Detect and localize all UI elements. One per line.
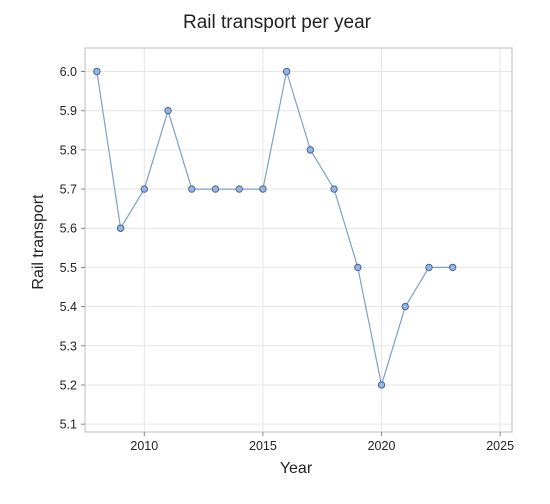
data-point bbox=[259, 185, 267, 193]
data-point bbox=[377, 381, 386, 389]
data-point bbox=[306, 146, 315, 154]
y-tick-label: 6.0 bbox=[60, 65, 77, 79]
y-tick-label: 5.6 bbox=[60, 222, 77, 236]
chart-title: Rail transport per year bbox=[183, 12, 372, 33]
y-tick-label: 5.3 bbox=[60, 339, 77, 353]
y-tick-label: 5.4 bbox=[60, 300, 77, 314]
data-point bbox=[188, 185, 196, 193]
y-axis-label: Rail transport bbox=[30, 194, 47, 290]
data-point bbox=[330, 185, 338, 193]
y-tick-label: 5.5 bbox=[60, 261, 77, 275]
data-point bbox=[282, 67, 291, 76]
y-tick-label: 5.7 bbox=[60, 183, 77, 197]
data-point bbox=[93, 67, 101, 76]
x-axis-ticks: 2010 2015 2020 2025 bbox=[130, 432, 514, 453]
data-point bbox=[140, 185, 149, 193]
data-point bbox=[448, 263, 457, 272]
data-points bbox=[93, 67, 457, 389]
plot-area-frame bbox=[84, 47, 513, 433]
data-point bbox=[354, 263, 362, 272]
data-point bbox=[211, 185, 220, 193]
data-point bbox=[401, 302, 409, 311]
data-point bbox=[235, 185, 243, 193]
data-point bbox=[425, 263, 433, 272]
x-axis-label: Year bbox=[280, 460, 313, 477]
x-tick-label: 2015 bbox=[249, 439, 277, 453]
y-tick-label: 5.2 bbox=[60, 378, 77, 392]
y-tick-label: 5.1 bbox=[60, 418, 77, 432]
data-point bbox=[164, 106, 172, 115]
y-tick-label: 5.9 bbox=[60, 104, 77, 118]
y-axis-ticks: 5.1 5.2 5.3 5.4 5.5 5.6 5.7 5.8 5.9 6.0 bbox=[60, 65, 85, 432]
grid-lines bbox=[85, 48, 512, 432]
series-line bbox=[96, 71, 453, 386]
x-tick-label: 2025 bbox=[486, 439, 514, 453]
data-point bbox=[116, 224, 125, 232]
y-tick-label: 5.8 bbox=[60, 143, 77, 157]
x-tick-label: 2020 bbox=[368, 439, 396, 453]
x-tick-label: 2010 bbox=[130, 439, 158, 453]
series-group bbox=[96, 71, 453, 386]
